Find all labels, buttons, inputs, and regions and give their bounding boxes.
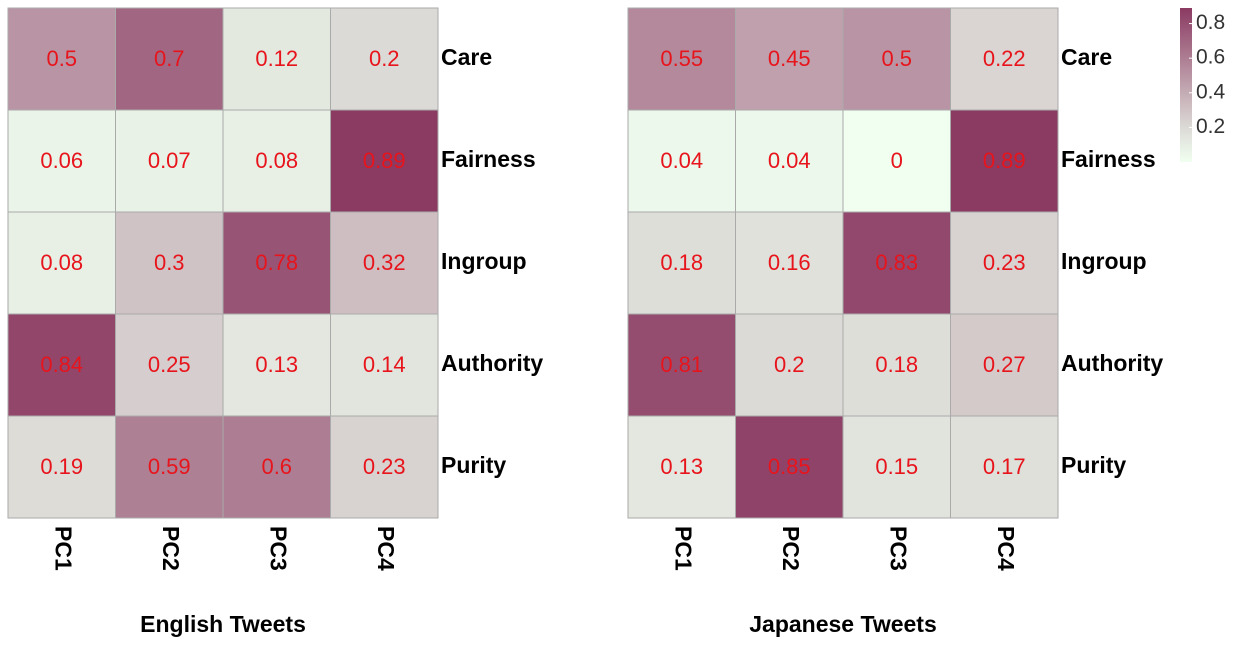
column-label: PC4 (993, 526, 1019, 571)
heatmap-cell (950, 415, 1059, 519)
cell-label: 0.89 (983, 148, 1026, 173)
heatmap-cell (627, 415, 736, 519)
cell-label: 0.13 (660, 454, 703, 479)
heatmap-cell (7, 109, 116, 213)
cell-label: 0.5 (46, 46, 77, 71)
heatmap-cell (627, 7, 736, 111)
heatmap-cell (330, 7, 439, 111)
column-label: PC1 (51, 526, 77, 571)
cell-label: 0.08 (40, 250, 83, 275)
cell-label: 0.5 (881, 46, 912, 71)
heatmap-cell (330, 211, 439, 315)
heatmap-cell (842, 313, 951, 417)
heatmap-cell (7, 7, 116, 111)
cell-label: 0.14 (363, 352, 406, 377)
cell-label: 0.23 (983, 250, 1026, 275)
cell-label: 0.84 (40, 352, 83, 377)
cell-label: 0.19 (40, 454, 83, 479)
column-label: PC2 (778, 526, 804, 571)
cell-label: 0.2 (369, 46, 400, 71)
heatmap-cell (115, 7, 224, 111)
row-label: Care (1061, 44, 1112, 70)
row-label: Care (441, 44, 492, 70)
row-label: Authority (441, 350, 543, 376)
row-label: Fairness (441, 146, 536, 172)
heatmap-cell (735, 415, 844, 519)
row-label: Ingroup (441, 248, 527, 274)
column-label: PC3 (266, 526, 292, 571)
row-label: Authority (1061, 350, 1163, 376)
column-label: PC3 (886, 526, 912, 571)
cell-label: 0.89 (363, 148, 406, 173)
heatmap-cell (115, 415, 224, 519)
cell-label: 0.83 (875, 250, 918, 275)
heatmap-cell (330, 415, 439, 519)
column-label: PC2 (158, 526, 184, 571)
cell-label: 0.45 (768, 46, 811, 71)
cell-label: 0.07 (148, 148, 191, 173)
heatmap-cell (842, 109, 951, 213)
heatmap-cell (950, 109, 1059, 213)
cell-label: 0.17 (983, 454, 1026, 479)
cell-label: 0.25 (148, 352, 191, 377)
cell-label: 0.22 (983, 46, 1026, 71)
cell-label: 0.04 (660, 148, 703, 173)
heatmap-cell (330, 109, 439, 213)
cell-label: 0.81 (660, 352, 703, 377)
colorbar-tick-label: 0.8 (1196, 11, 1225, 34)
cell-label: 0.18 (875, 352, 918, 377)
cell-label: 0.18 (660, 250, 703, 275)
heatmap-cell (115, 109, 224, 213)
heatmap-cell (115, 211, 224, 315)
heatmap-cell (222, 7, 331, 111)
heatmap-cell (222, 313, 331, 417)
row-label: Ingroup (1061, 248, 1147, 274)
cell-label: 0.85 (768, 454, 811, 479)
cell-label: 0.12 (255, 46, 298, 71)
cell-label: 0.04 (768, 148, 811, 173)
cell-label: 0.6 (261, 454, 292, 479)
heatmap-cell (115, 313, 224, 417)
heatmap-cell (222, 415, 331, 519)
heatmap-cell (330, 313, 439, 417)
cell-label: 0.32 (363, 250, 406, 275)
colorbar-tick-label: 0.4 (1196, 80, 1226, 103)
heatmap-cell (7, 313, 116, 417)
heatmap-cell (950, 313, 1059, 417)
cell-label: 0 (891, 148, 903, 173)
cell-label: 0.27 (983, 352, 1026, 377)
cell-label: 0.78 (255, 250, 298, 275)
heatmap-cell (7, 415, 116, 519)
heatmap-cell (842, 415, 951, 519)
cell-label: 0.08 (255, 148, 298, 173)
row-label: Purity (1061, 452, 1126, 478)
heatmap-cell (950, 7, 1059, 111)
cell-label: 0.15 (875, 454, 918, 479)
cell-label: 0.59 (148, 454, 191, 479)
cell-label: 0.55 (660, 46, 703, 71)
cell-label: 0.16 (768, 250, 811, 275)
heatmap-cell (735, 7, 844, 111)
cell-label: 0.23 (363, 454, 406, 479)
cell-label: 0.2 (774, 352, 805, 377)
heatmap-cell (842, 7, 951, 111)
cell-label: 0.3 (154, 250, 185, 275)
column-label: PC4 (373, 526, 399, 571)
cell-label: 0.13 (255, 352, 298, 377)
colorbar-tick-label: 0.2 (1196, 115, 1225, 138)
colorbar-tick-label: 0.6 (1196, 46, 1225, 69)
panel-title: Japanese Tweets (749, 611, 937, 637)
cell-label: 0.06 (40, 148, 83, 173)
row-label: Fairness (1061, 146, 1156, 172)
heatmap-cell (627, 109, 736, 213)
heatmap-cell (842, 211, 951, 315)
row-label: Purity (441, 452, 506, 478)
cell-label: 0.7 (154, 46, 185, 71)
panel-title: English Tweets (140, 611, 306, 637)
column-label: PC1 (671, 526, 697, 571)
colorbar (1180, 8, 1192, 162)
heatmap-cell (627, 211, 736, 315)
